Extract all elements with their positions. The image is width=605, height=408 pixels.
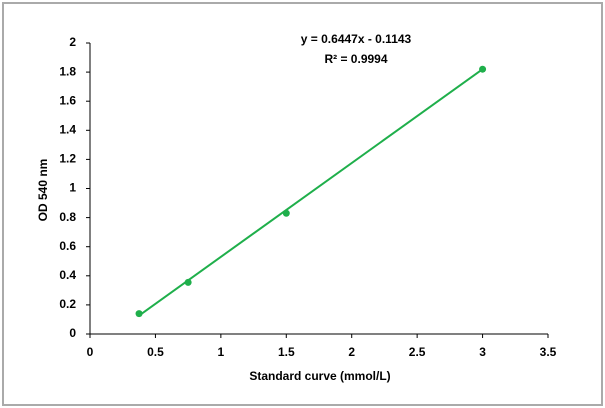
point: [479, 65, 487, 73]
y-tick-label: 0.6: [59, 239, 76, 253]
x-axis-label: Standard curve (mmol/L): [249, 369, 390, 383]
x-tick-label: 0: [87, 345, 94, 359]
y-tick-label: 0: [69, 326, 76, 340]
x-tick-label: 2.5: [409, 345, 426, 359]
point: [282, 209, 290, 217]
annotation: y = 0.6447x - 0.1143: [301, 32, 412, 46]
y-tick-label: 1.6: [59, 93, 76, 107]
y-axis-label: OD 540 nm: [36, 159, 50, 222]
point: [184, 278, 192, 286]
y-tick-label: 1: [69, 181, 76, 195]
y-tick-label: 1.2: [59, 152, 76, 166]
y-tick-label: 1.8: [59, 64, 76, 78]
y-tick-label: 0.8: [59, 210, 76, 224]
x-tick-label: 3.5: [540, 345, 557, 359]
y-tick-label: 0.2: [59, 297, 76, 311]
x-tick-label: 0.5: [147, 345, 164, 359]
x-tick-label: 2: [348, 345, 355, 359]
annotation: R² = 0.9994: [324, 52, 387, 66]
x-tick-label: 1: [218, 345, 225, 359]
y-tick-label: 1.4: [59, 122, 76, 136]
x-tick-label: 1.5: [278, 345, 295, 359]
y-tick-label: 0.4: [59, 268, 76, 282]
x-tick-label: 3: [479, 345, 486, 359]
point: [135, 310, 143, 318]
trendline: [138, 68, 484, 317]
y-tick-label: 2: [69, 35, 76, 49]
